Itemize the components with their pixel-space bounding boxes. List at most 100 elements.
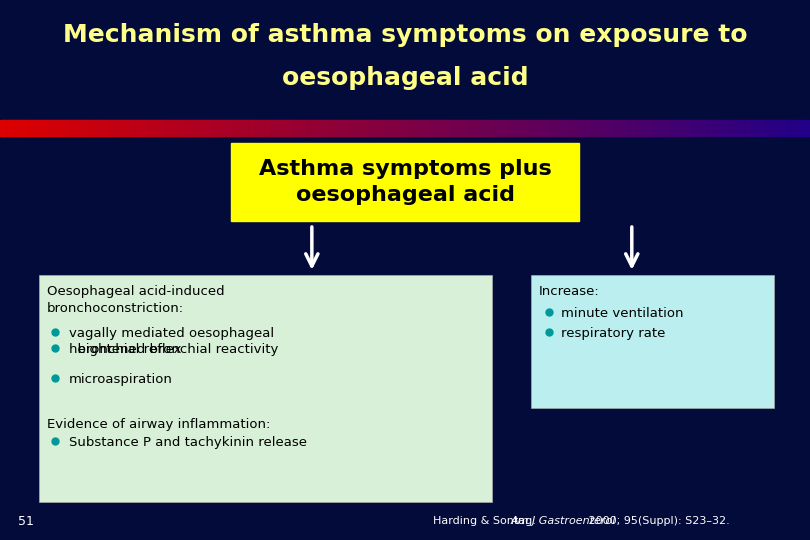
Bar <box>43 120 47 136</box>
Bar <box>19 120 23 136</box>
Bar <box>83 120 87 136</box>
Bar <box>8 120 12 136</box>
Bar <box>156 120 160 136</box>
Bar <box>565 120 568 136</box>
Bar <box>532 120 535 136</box>
Bar <box>602 120 606 136</box>
Bar <box>659 120 663 136</box>
Bar <box>480 120 484 136</box>
Bar <box>735 120 738 136</box>
Bar <box>16 120 20 136</box>
Bar <box>168 120 171 136</box>
Bar <box>219 120 223 136</box>
Bar <box>492 120 495 136</box>
Bar <box>154 120 158 136</box>
Text: Substance P and tachykinin release: Substance P and tachykinin release <box>69 436 307 449</box>
Bar <box>30 120 33 136</box>
Bar <box>97 120 101 136</box>
Bar <box>249 120 252 136</box>
Text: Asthma symptoms plus
oesophageal acid: Asthma symptoms plus oesophageal acid <box>258 159 552 205</box>
Text: Am J Gastroenterol: Am J Gastroenterol <box>511 516 616 526</box>
Bar <box>22 120 25 136</box>
Bar <box>556 120 560 136</box>
Bar <box>186 120 190 136</box>
Bar <box>626 120 630 136</box>
Bar <box>654 120 657 136</box>
Bar <box>170 120 174 136</box>
Bar <box>526 120 531 136</box>
Bar <box>727 120 730 136</box>
Bar <box>437 120 441 136</box>
Bar <box>281 120 284 136</box>
Bar <box>313 120 317 136</box>
Bar <box>364 120 369 136</box>
Bar <box>440 120 444 136</box>
Bar <box>640 120 644 136</box>
FancyBboxPatch shape <box>231 143 579 221</box>
Bar <box>32 120 36 136</box>
FancyBboxPatch shape <box>39 275 492 502</box>
Bar <box>383 120 387 136</box>
Text: Evidence of airway inflammation:: Evidence of airway inflammation: <box>47 418 271 431</box>
Bar <box>237 120 241 136</box>
Text: vagally mediated oesophageal
  bronchial reflex: vagally mediated oesophageal bronchial r… <box>69 327 274 356</box>
Bar <box>67 120 71 136</box>
Bar <box>791 120 795 136</box>
Bar <box>46 120 49 136</box>
Bar <box>413 120 417 136</box>
Bar <box>24 120 28 136</box>
Bar <box>160 120 163 136</box>
Bar <box>548 120 552 136</box>
Bar <box>783 120 787 136</box>
Bar <box>27 120 31 136</box>
Bar <box>464 120 468 136</box>
Bar <box>686 120 689 136</box>
Bar <box>737 120 741 136</box>
Bar <box>621 120 625 136</box>
Bar <box>794 120 798 136</box>
Bar <box>599 120 603 136</box>
Bar <box>2 120 6 136</box>
Bar <box>235 120 239 136</box>
Bar <box>221 120 225 136</box>
Bar <box>521 120 525 136</box>
Bar <box>49 120 53 136</box>
Bar <box>510 120 514 136</box>
Bar <box>475 120 479 136</box>
Bar <box>54 120 58 136</box>
Bar <box>618 120 622 136</box>
Bar <box>297 120 301 136</box>
Bar <box>265 120 268 136</box>
Bar <box>516 120 519 136</box>
Bar <box>354 120 357 136</box>
Bar <box>300 120 304 136</box>
Bar <box>537 120 541 136</box>
Bar <box>324 120 328 136</box>
Bar <box>386 120 390 136</box>
Bar <box>707 120 711 136</box>
Bar <box>6 120 9 136</box>
Bar <box>257 120 260 136</box>
Bar <box>278 120 282 136</box>
Bar <box>424 120 428 136</box>
Bar <box>670 120 673 136</box>
Bar <box>616 120 620 136</box>
Bar <box>494 120 498 136</box>
Bar <box>648 120 652 136</box>
Bar <box>721 120 725 136</box>
Bar <box>656 120 660 136</box>
Bar <box>561 120 565 136</box>
Bar <box>672 120 676 136</box>
Bar <box>713 120 717 136</box>
Bar <box>478 120 482 136</box>
Bar <box>678 120 681 136</box>
Bar <box>113 120 117 136</box>
Text: oesophageal acid: oesophageal acid <box>282 66 528 90</box>
Bar <box>435 120 438 136</box>
Bar <box>351 120 355 136</box>
Bar <box>772 120 776 136</box>
Bar <box>691 120 695 136</box>
Bar <box>359 120 363 136</box>
Bar <box>251 120 255 136</box>
Bar <box>111 120 114 136</box>
